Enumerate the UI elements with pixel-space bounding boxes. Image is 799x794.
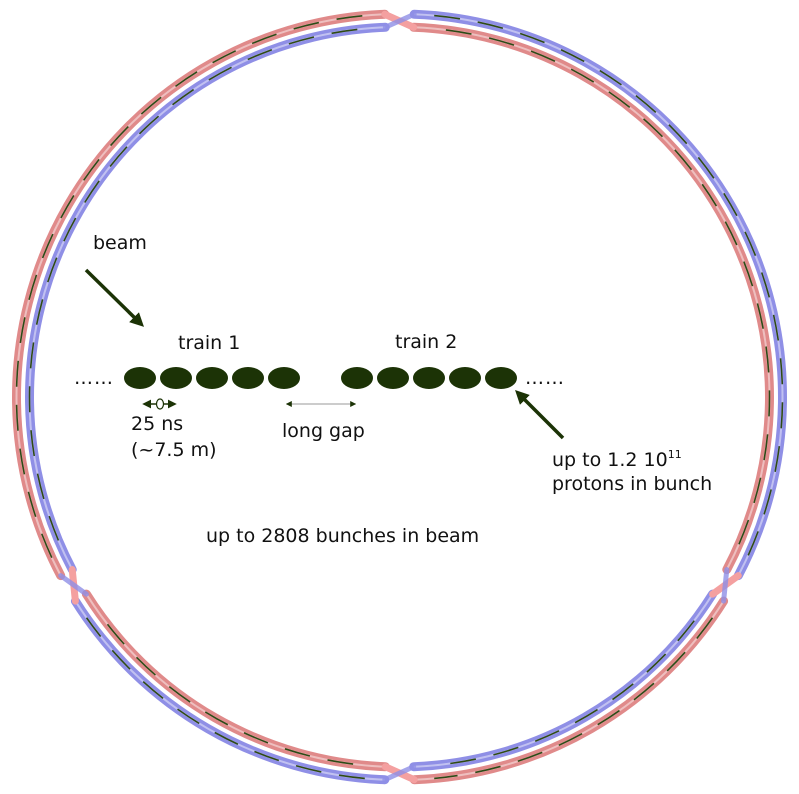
magnet-segments-inner-4 xyxy=(28,27,367,541)
protons-label-line2: protons in bunch xyxy=(552,473,712,495)
beam-pipe-outer-highlight-3 xyxy=(74,600,385,781)
beam-pipe-outer-highlight-4 xyxy=(15,13,385,577)
train-2-bunch xyxy=(413,367,445,389)
crossing-point-b-4 xyxy=(721,567,730,604)
accelerator-ring xyxy=(12,9,787,785)
train-2-bunch xyxy=(485,367,517,389)
crossing-point-b-1 xyxy=(382,11,417,30)
beam-pipe-inner-4 xyxy=(25,22,390,575)
magnet-segments-inner-3 xyxy=(96,609,354,765)
beam-pipe-outer-2 xyxy=(409,596,729,785)
beam-pipe-outer-3 xyxy=(70,596,390,785)
protons-label-exponent: 11 xyxy=(668,448,682,461)
train-2-bunch xyxy=(377,367,409,389)
spacing-time-label: 25 ns xyxy=(131,413,183,435)
magnet-segments-inner-1 xyxy=(445,29,771,553)
beam-pipe-outer-4 xyxy=(12,9,390,581)
beam-label: beam xyxy=(93,232,147,254)
beam-pipe-inner-highlight-4 xyxy=(28,26,386,571)
long-gap-label: long gap xyxy=(282,420,365,442)
magnet-segments-outer-2 xyxy=(434,617,714,780)
train-2-bunch xyxy=(341,367,373,389)
magnet-segments-outer-3 xyxy=(85,617,365,780)
train-1-bunch xyxy=(196,367,228,389)
bunch-trains xyxy=(124,367,517,389)
beam-pipe-outer-highlight-2 xyxy=(414,600,725,781)
beam-pipe-inner-1 xyxy=(409,22,774,575)
train-2-label: train 2 xyxy=(395,331,457,353)
bunches-in-beam-label: up to 2808 bunches in beam xyxy=(206,525,479,547)
magnet-segments-outer-1 xyxy=(434,14,784,558)
train-2-bunch xyxy=(449,367,481,389)
train-1-bunch xyxy=(268,367,300,389)
beam-arrow xyxy=(84,268,144,327)
protons-label-line1: up to 1.2 1011 xyxy=(552,448,682,471)
beam-pipe-inner-highlight-1 xyxy=(413,26,771,571)
train-1-label: train 1 xyxy=(178,332,240,354)
ellipsis-left: …… xyxy=(74,367,114,389)
crossing-point-b-3 xyxy=(58,573,89,597)
magnet-segments-outer-4 xyxy=(15,14,365,558)
protons-arrow xyxy=(515,390,565,440)
crossing-point-b-2 xyxy=(382,764,417,783)
bunch-spacing-marker xyxy=(155,398,165,410)
train-1-bunch xyxy=(232,367,264,389)
train-1-bunch xyxy=(160,367,192,389)
protons-label-prefix: up to 1.2 10 xyxy=(552,449,668,471)
train-1-bunch xyxy=(124,367,156,389)
ellipsis-right: …… xyxy=(525,367,565,389)
spacing-length-label: (~7.5 m) xyxy=(131,439,217,461)
magnet-segments-inner-2 xyxy=(432,620,695,767)
